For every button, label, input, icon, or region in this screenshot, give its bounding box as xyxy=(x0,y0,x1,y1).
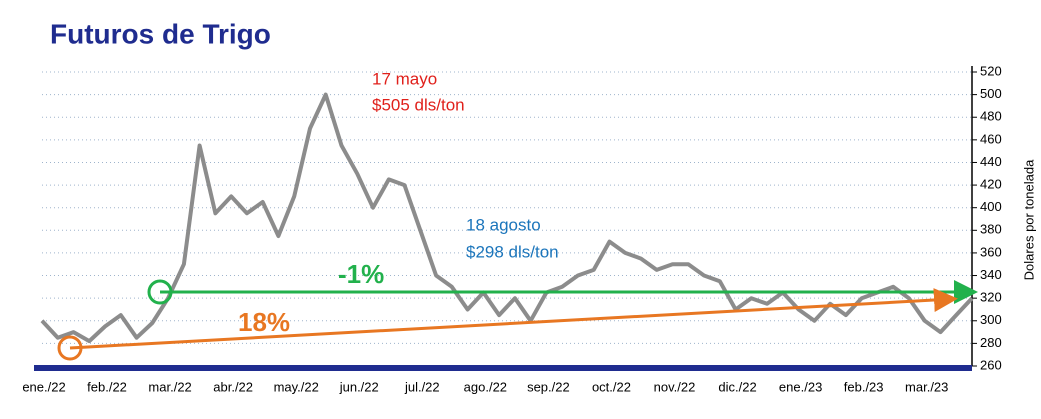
plot-area: 260 280 300 320 340 360 380 400 420 440 460 480 500 5… xyxy=(22,63,1001,394)
y-tick-label: 280 xyxy=(980,335,1002,350)
annotation-arrow xyxy=(69,288,958,350)
x-tick-label: jun./22 xyxy=(339,379,379,394)
x-tick-label: ene./23 xyxy=(779,379,822,394)
y-tick-label: 300 xyxy=(980,312,1002,327)
y-tick-label: 400 xyxy=(980,199,1002,214)
x-tick-label: abr./22 xyxy=(213,379,253,394)
x-tick-label: ene./22 xyxy=(22,379,65,394)
x-tick-label: dic./22 xyxy=(718,379,756,394)
x-tick-label: jul./22 xyxy=(404,379,440,394)
y-tick-label: 480 xyxy=(980,109,1002,124)
x-tick-label: feb./23 xyxy=(844,379,884,394)
y-tick-label: 320 xyxy=(980,290,1002,305)
y-tick-label: 360 xyxy=(980,244,1002,259)
y-tick-label: 500 xyxy=(980,86,1002,101)
y-tick-label: 520 xyxy=(980,63,1002,78)
x-tick-label: mar./22 xyxy=(148,379,191,394)
y-tick-label: 460 xyxy=(980,131,1002,146)
x-tick-label: mar./23 xyxy=(905,379,948,394)
y-tick-label: 440 xyxy=(980,154,1002,169)
annotation: -1% xyxy=(338,259,384,289)
annotation: $298 dls/ton xyxy=(466,242,559,261)
annotation: 17 mayo xyxy=(372,69,437,88)
x-tick-label: may./22 xyxy=(274,379,319,394)
annotation: 18 agosto xyxy=(466,215,541,234)
x-tick-label: sep./22 xyxy=(527,379,570,394)
x-tick-label: feb./22 xyxy=(87,379,127,394)
annotation-circle xyxy=(147,279,173,305)
y-tick-label: 260 xyxy=(980,357,1002,372)
data-line xyxy=(40,92,974,344)
annotation-circle xyxy=(57,335,83,361)
y-tick-label: 380 xyxy=(980,222,1002,237)
y-tick-label: 420 xyxy=(980,177,1002,192)
x-tick-label: ago./22 xyxy=(464,379,507,394)
y-tick-label: 340 xyxy=(980,267,1002,282)
y-axis-label: Dolares por tonelada xyxy=(1021,159,1036,280)
annotation: 18% xyxy=(238,307,290,337)
chart-title: Futuros de Trigo xyxy=(50,18,271,49)
annotation: $505 dls/ton xyxy=(372,95,465,114)
x-tick-label: nov./22 xyxy=(654,379,696,394)
x-axis-band xyxy=(34,365,972,371)
x-tick-label: oct./22 xyxy=(592,379,631,394)
